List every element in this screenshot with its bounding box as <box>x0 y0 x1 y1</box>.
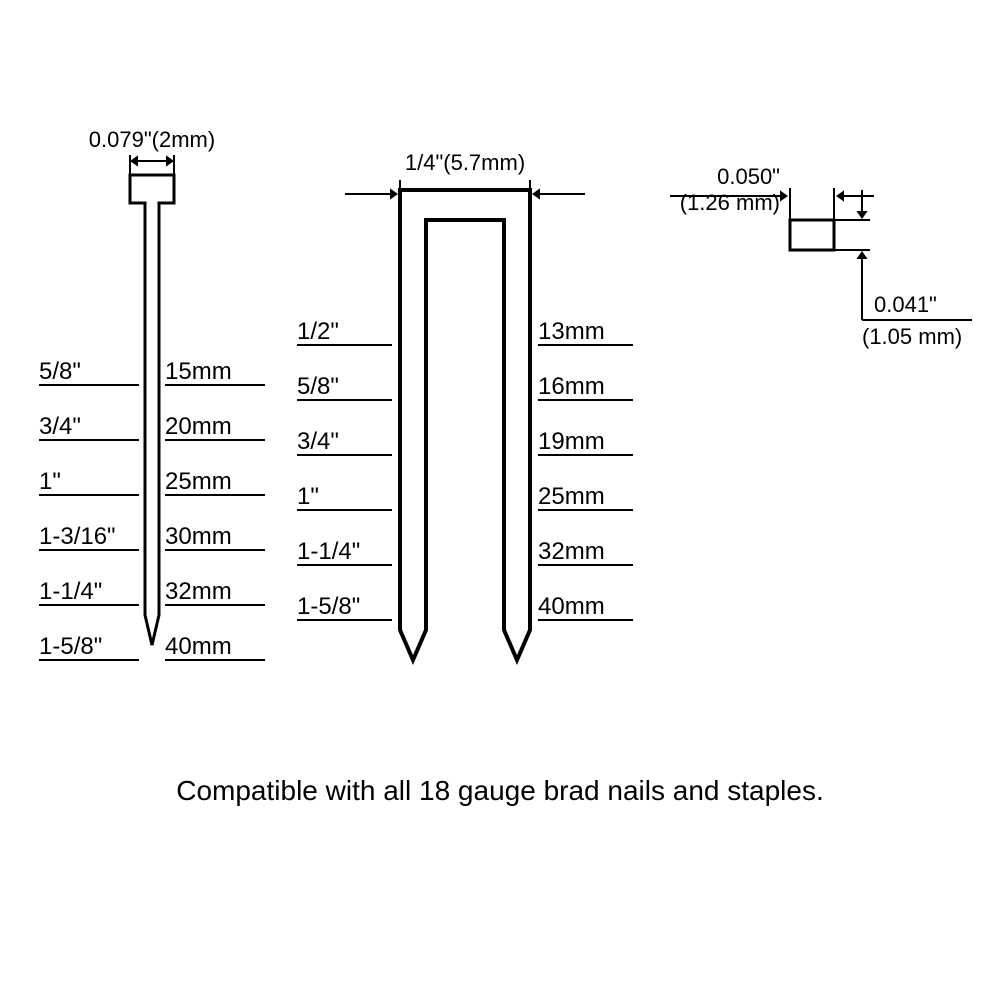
staple-width-label: 1/4"(5.7mm) <box>405 150 525 175</box>
staple-size-in: 1-5/8" <box>297 593 360 620</box>
arrowhead <box>130 155 138 166</box>
staple-size-mm: 40mm <box>538 593 605 620</box>
nail-size-mm: 25mm <box>165 468 232 495</box>
nail-size-mm: 40mm <box>165 633 232 660</box>
staple-size-mm: 13mm <box>538 318 605 345</box>
brad-nail-shape <box>130 175 174 645</box>
staple-size-in: 1/2" <box>297 318 339 345</box>
compatibility-caption: Compatible with all 18 gauge brad nails … <box>176 775 824 806</box>
staple-size-in: 5/8" <box>297 373 339 400</box>
staple-size-in: 1" <box>297 483 319 510</box>
arrowhead <box>390 188 398 199</box>
nail-size-mm: 20mm <box>165 413 232 440</box>
staple-size-in: 1-1/4" <box>297 538 360 565</box>
wire-height-mm: (1.05 mm) <box>862 324 962 349</box>
nail-size-mm: 30mm <box>165 523 232 550</box>
nail-size-in: 1" <box>39 468 61 495</box>
nail-size-in: 1-3/16" <box>39 523 116 550</box>
arrowhead <box>532 188 540 199</box>
arrowhead <box>856 211 867 219</box>
staple-shape <box>400 190 530 660</box>
nail-size-in: 5/8" <box>39 358 81 385</box>
nail-size-mm: 15mm <box>165 358 232 385</box>
fastener-spec-diagram: 0.079"(2mm) 5/8" 15mm 3/4" 20mm 1" 25mm 1-3/16"… <box>0 0 1000 1000</box>
nail-width-label: 0.079"(2mm) <box>89 127 215 152</box>
wire-height-in: 0.041" <box>874 292 937 317</box>
arrowhead <box>836 190 844 201</box>
arrowhead <box>856 251 867 259</box>
staple-size-mm: 32mm <box>538 538 605 565</box>
arrowhead <box>780 190 788 201</box>
staple-size-mm: 19mm <box>538 428 605 455</box>
staple-size-mm: 25mm <box>538 483 605 510</box>
staple-size-in: 3/4" <box>297 428 339 455</box>
staple-size-mm: 16mm <box>538 373 605 400</box>
wire-cross-section <box>790 220 834 250</box>
nail-size-mm: 32mm <box>165 578 232 605</box>
nail-size-in: 3/4" <box>39 413 81 440</box>
wire-width-mm: (1.26 mm) <box>680 190 780 215</box>
nail-size-in: 1-1/4" <box>39 578 102 605</box>
wire-width-in: 0.050" <box>717 164 780 189</box>
nail-size-in: 1-5/8" <box>39 633 102 660</box>
arrowhead <box>166 155 174 166</box>
